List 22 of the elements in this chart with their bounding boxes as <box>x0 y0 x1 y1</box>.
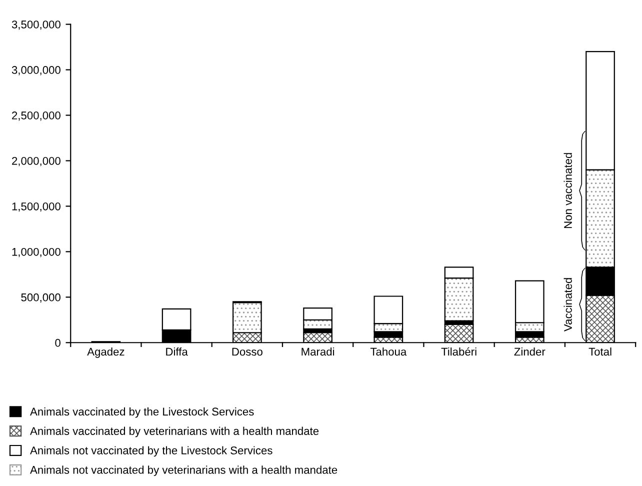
x-tick-label: Dosso <box>232 348 262 356</box>
annotation: Vaccinated <box>564 278 572 332</box>
y-tick-label: 1,500,000 <box>12 202 60 212</box>
legend-label: Animals vaccinated by veterinarians with a health mandate <box>30 426 319 438</box>
x-tick-label: Zinder <box>514 347 546 356</box>
legend-label: Animals vaccinated by the Livestock Services <box>30 407 254 418</box>
y-tick-label: 500,000 <box>21 293 60 303</box>
x-tick-label: Tahoua <box>370 347 407 356</box>
x-tick-label: Agadez <box>87 347 124 358</box>
y-tick-label: 2,000,000 <box>12 156 60 166</box>
legend-label: Animals not vaccinated by veterinarians with a health mandate <box>30 466 338 476</box>
x-tick-label: Total <box>588 347 612 356</box>
x-tick-label: Diffa <box>166 347 188 356</box>
y-tick-label: 2,500,000 <box>12 112 60 121</box>
annotation: Non vaccinated <box>564 153 572 228</box>
y-tick-label: 1,000,000 <box>12 248 60 258</box>
y-tick-label: 3,500,000 <box>12 20 60 30</box>
x-tick-label: Tilabéri <box>441 347 476 356</box>
x-tick-label: Maradi <box>302 347 334 356</box>
y-tick-label: 3,000,000 <box>12 66 60 76</box>
y-tick-label: 0 <box>55 338 60 347</box>
legend-label: Animals not vaccinated by the Livestock Services <box>30 446 272 457</box>
